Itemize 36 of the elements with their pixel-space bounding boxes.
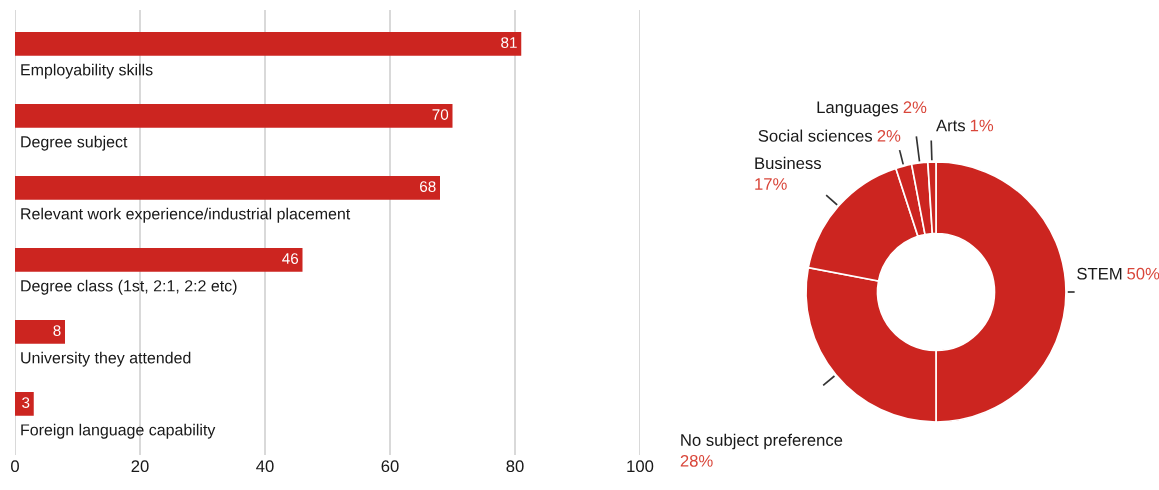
data-label: 68 — [420, 181, 436, 192]
slice-label: Social sciences — [758, 129, 873, 142]
bar — [15, 247, 303, 272]
x-tick-label: 60 — [381, 460, 399, 473]
bar — [15, 103, 453, 128]
data-label: 28% — [680, 454, 713, 467]
data-label: 1% — [970, 119, 994, 132]
bar — [15, 31, 522, 56]
x-tick-label: 100 — [627, 460, 654, 473]
bar — [15, 175, 440, 200]
data-label: 46 — [282, 253, 299, 264]
y-tick-label: Degree class (1st, 2:1, 2:2 etc) — [21, 279, 237, 295]
slice-label: STEM — [1077, 267, 1122, 280]
x-tick-label: 20 — [131, 460, 149, 473]
y-tick-label: University they attended — [21, 351, 191, 367]
data-label: 2% — [877, 129, 901, 142]
slice-label: No subject preference — [681, 433, 843, 450]
y-tick-label: Foreign language capability — [21, 423, 216, 439]
data-label: 81 — [501, 37, 517, 48]
data-label: 2% — [903, 101, 927, 114]
y-tick-label: Relevant work experience/industrial placement — [21, 207, 351, 223]
slice-label: Languages — [817, 101, 899, 117]
bar — [15, 319, 65, 344]
data-label: 3 — [22, 397, 30, 408]
data-label: 17% — [755, 178, 787, 190]
data-label: 70 — [432, 109, 449, 120]
x-tick-label: 40 — [256, 460, 274, 473]
slice-label: Business — [755, 156, 822, 170]
data-label: 8 — [53, 325, 61, 336]
data-label: 50% — [1127, 267, 1159, 280]
bar — [15, 391, 34, 416]
x-tick-label: 0 — [11, 460, 19, 473]
slice-label: Arts — [936, 119, 966, 132]
y-tick-label: Degree subject — [21, 135, 128, 151]
x-tick-label: 80 — [506, 460, 524, 473]
y-tick-label: Employability skills — [21, 63, 153, 79]
